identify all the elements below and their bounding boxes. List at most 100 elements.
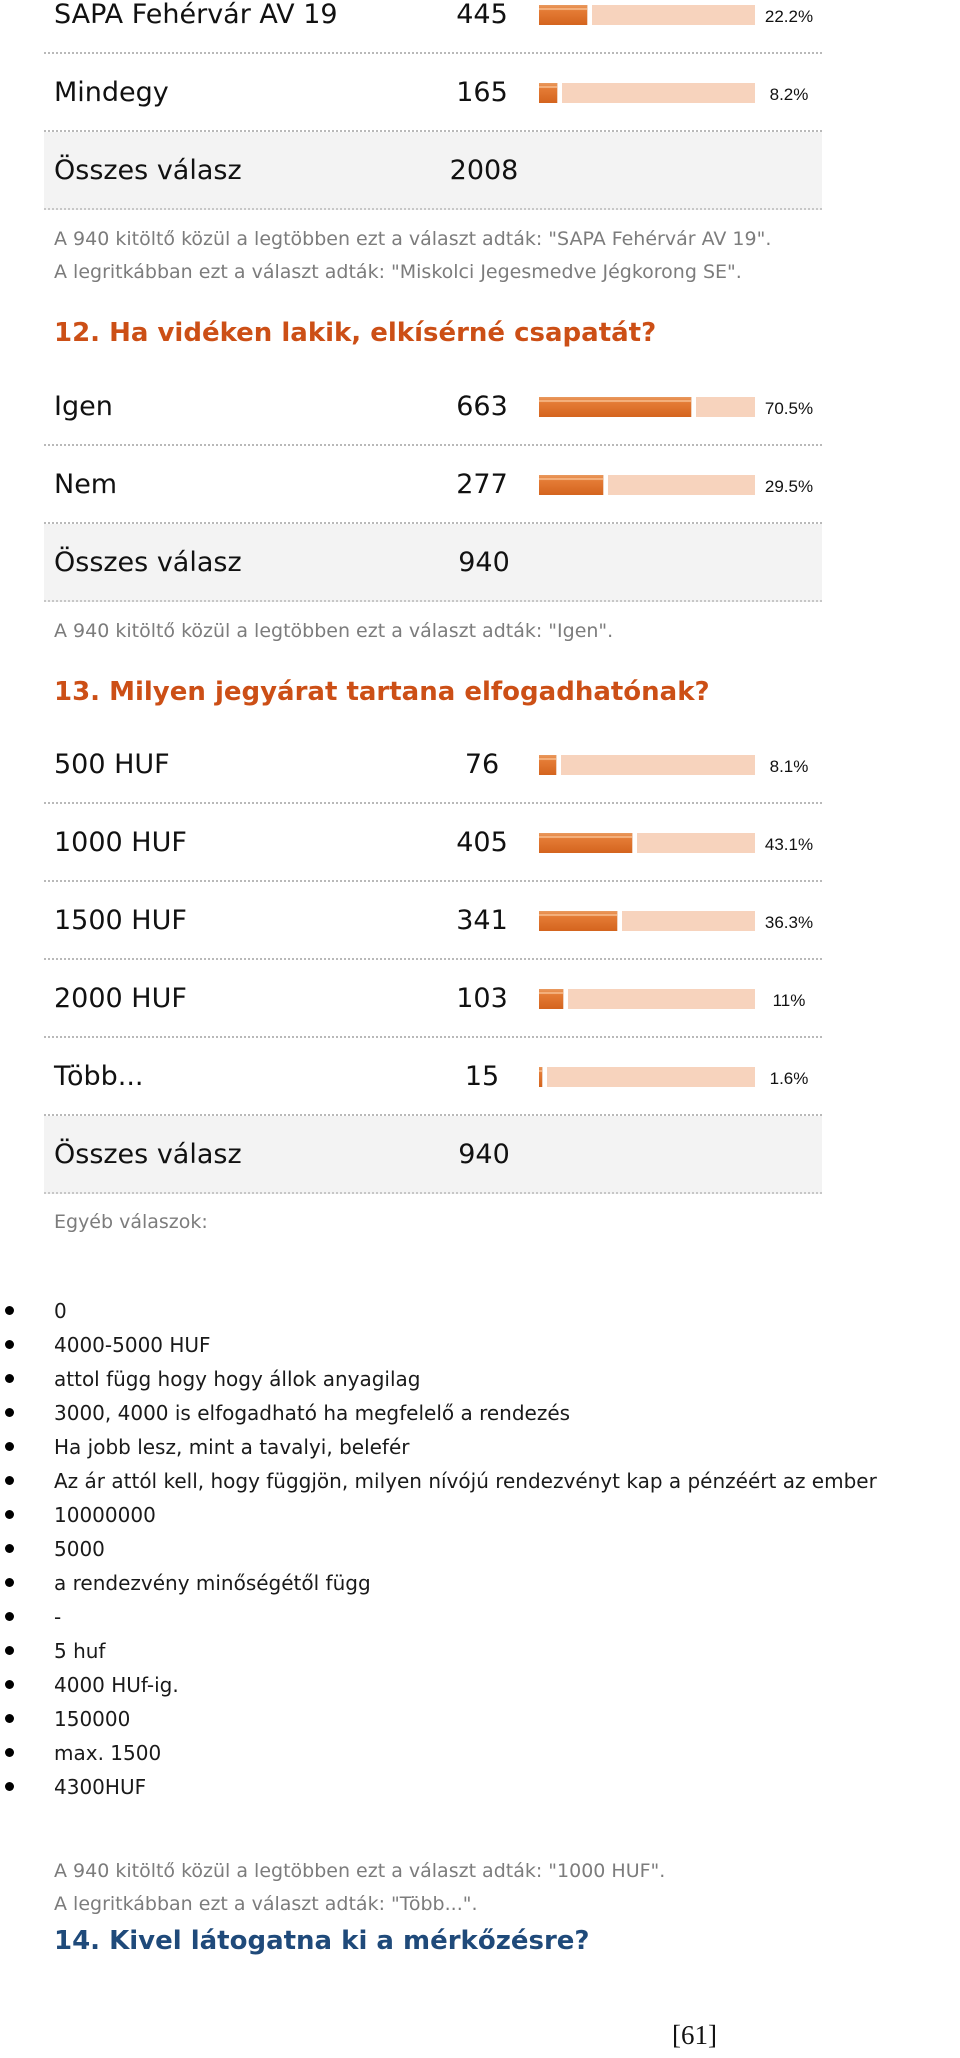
answer-count: 277 [456, 469, 508, 500]
percentage-bar-fill [539, 911, 618, 931]
other-answer-text: attol függ hogy hogy állok anyagilag [54, 1367, 421, 1391]
other-answer-text: 5000 [54, 1537, 105, 1561]
bullet-icon [5, 1340, 14, 1349]
least-common-note: A legritkábban ezt a választ adták: "Mis… [54, 261, 742, 283]
percentage-bar-fill [539, 1067, 543, 1087]
answer-label: Több... [54, 1061, 144, 1092]
percentage-bar [539, 911, 755, 931]
bullet-icon [5, 1612, 14, 1621]
percentage-bar-remainder [622, 911, 755, 931]
other-answer-text: 5 huf [54, 1639, 106, 1663]
percentage-bar-fill [539, 475, 604, 495]
total-label: Összes válasz [54, 1139, 242, 1170]
total-count: 940 [458, 547, 510, 578]
answer-row: 500 HUF 76 8.1% [44, 726, 822, 804]
other-answer-text: Az ár attól kell, hogy függjön, milyen n… [54, 1469, 877, 1493]
answer-percentage: 70.5% [764, 399, 814, 418]
total-label: Összes válasz [54, 155, 242, 186]
percentage-bar-remainder [547, 1067, 755, 1087]
other-answers-label: Egyéb válaszok: [54, 1211, 208, 1233]
answer-count: 445 [456, 0, 508, 30]
answer-row: Nem 277 29.5% [44, 446, 822, 524]
most-common-note: A 940 kitöltő közül a legtöbben ezt a vá… [54, 228, 772, 250]
total-count: 940 [458, 1139, 510, 1170]
other-answers-list: 0 4000-5000 HUF attol függ hogy hogy áll… [0, 1294, 877, 1804]
percentage-bar-remainder [568, 989, 755, 1009]
answer-row: 1500 HUF 341 36.3% [44, 882, 822, 960]
percentage-bar-fill [539, 397, 692, 417]
list-item: attol függ hogy hogy állok anyagilag [0, 1362, 877, 1396]
percentage-bar-remainder [608, 475, 755, 495]
answer-percentage: 8.2% [769, 85, 809, 104]
other-answer-text: 150000 [54, 1707, 131, 1731]
list-item: Az ár attól kell, hogy függjön, milyen n… [0, 1464, 877, 1498]
percentage-bar [539, 1067, 755, 1087]
list-item: 150000 [0, 1702, 877, 1736]
list-item: a rendezvény minőségétől függ [0, 1566, 877, 1600]
percentage-bar-remainder [592, 5, 755, 25]
bullet-icon [5, 1374, 14, 1383]
page-number: [61] [672, 2020, 717, 2050]
answer-row: Mindegy 165 8.2% [44, 54, 822, 132]
bullet-icon [5, 1408, 14, 1417]
answer-row: Több... 15 1.6% [44, 1038, 822, 1116]
percentage-bar [539, 989, 755, 1009]
other-answer-text: - [54, 1605, 62, 1629]
bullet-icon [5, 1714, 14, 1723]
bullet-icon [5, 1510, 14, 1519]
percentage-bar-fill [539, 833, 633, 853]
total-count: 2008 [449, 155, 519, 186]
bullet-icon [5, 1646, 14, 1655]
other-answer-text: 10000000 [54, 1503, 156, 1527]
other-answer-text: 4000 HUf-ig. [54, 1673, 179, 1697]
percentage-bar [539, 475, 755, 495]
other-answer-text: 3000, 4000 is elfogadható ha megfelelő a… [54, 1401, 571, 1425]
bullet-icon [5, 1578, 14, 1587]
answer-label: 1000 HUF [54, 827, 187, 858]
answer-row: Igen 663 70.5% [44, 368, 822, 446]
answer-row: SAPA Fehérvár AV 19 445 22.2% [44, 0, 822, 54]
list-item: 4000 HUf-ig. [0, 1668, 877, 1702]
answer-count: 341 [456, 905, 508, 936]
percentage-bar-remainder [561, 755, 755, 775]
percentage-bar-fill [539, 755, 557, 775]
list-item: 4000-5000 HUF [0, 1328, 877, 1362]
other-answer-text: Ha jobb lesz, mint a tavalyi, belefér [54, 1435, 410, 1459]
bullet-icon [5, 1748, 14, 1757]
question-title: 13. Milyen jegyárat tartana elfogadhatón… [54, 677, 710, 707]
total-row: Összes válasz 940 [44, 1116, 822, 1194]
bullet-icon [5, 1306, 14, 1315]
answer-label: 2000 HUF [54, 983, 187, 1014]
answer-label: Nem [54, 469, 118, 500]
other-answer-text: 4000-5000 HUF [54, 1333, 211, 1357]
answer-percentage: 36.3% [764, 913, 814, 932]
list-item: 0 [0, 1294, 877, 1328]
list-item: 3000, 4000 is elfogadható ha megfelelő a… [0, 1396, 877, 1430]
list-item: 4300HUF [0, 1770, 877, 1804]
percentage-bar [539, 833, 755, 853]
answer-percentage: 8.1% [769, 757, 809, 776]
list-item: 5 huf [0, 1634, 877, 1668]
percentage-bar-fill [539, 989, 564, 1009]
most-common-note: A 940 kitöltő közül a legtöbben ezt a vá… [54, 620, 614, 642]
answer-row: 2000 HUF 103 11% [44, 960, 822, 1038]
answer-label: SAPA Fehérvár AV 19 [54, 0, 338, 30]
question-title: 14. Kivel látogatna ki a mérkőzésre? [54, 1926, 590, 1956]
bullet-icon [5, 1442, 14, 1451]
answer-label: 500 HUF [54, 749, 170, 780]
percentage-bar-fill [539, 83, 558, 103]
other-answer-text: a rendezvény minőségétől függ [54, 1571, 371, 1595]
percentage-bar [539, 755, 755, 775]
answer-label: 1500 HUF [54, 905, 187, 936]
percentage-bar [539, 5, 755, 25]
question-title: 12. Ha vidéken lakik, elkísérné csapatát… [54, 318, 657, 348]
list-item: - [0, 1600, 877, 1634]
answer-row: 1000 HUF 405 43.1% [44, 804, 822, 882]
answer-count: 165 [456, 77, 508, 108]
percentage-bar-remainder [562, 83, 755, 103]
bullet-icon [5, 1782, 14, 1791]
least-common-note: A legritkábban ezt a választ adták: "Töb… [54, 1893, 478, 1915]
answer-percentage: 1.6% [769, 1069, 809, 1088]
bullet-icon [5, 1680, 14, 1689]
